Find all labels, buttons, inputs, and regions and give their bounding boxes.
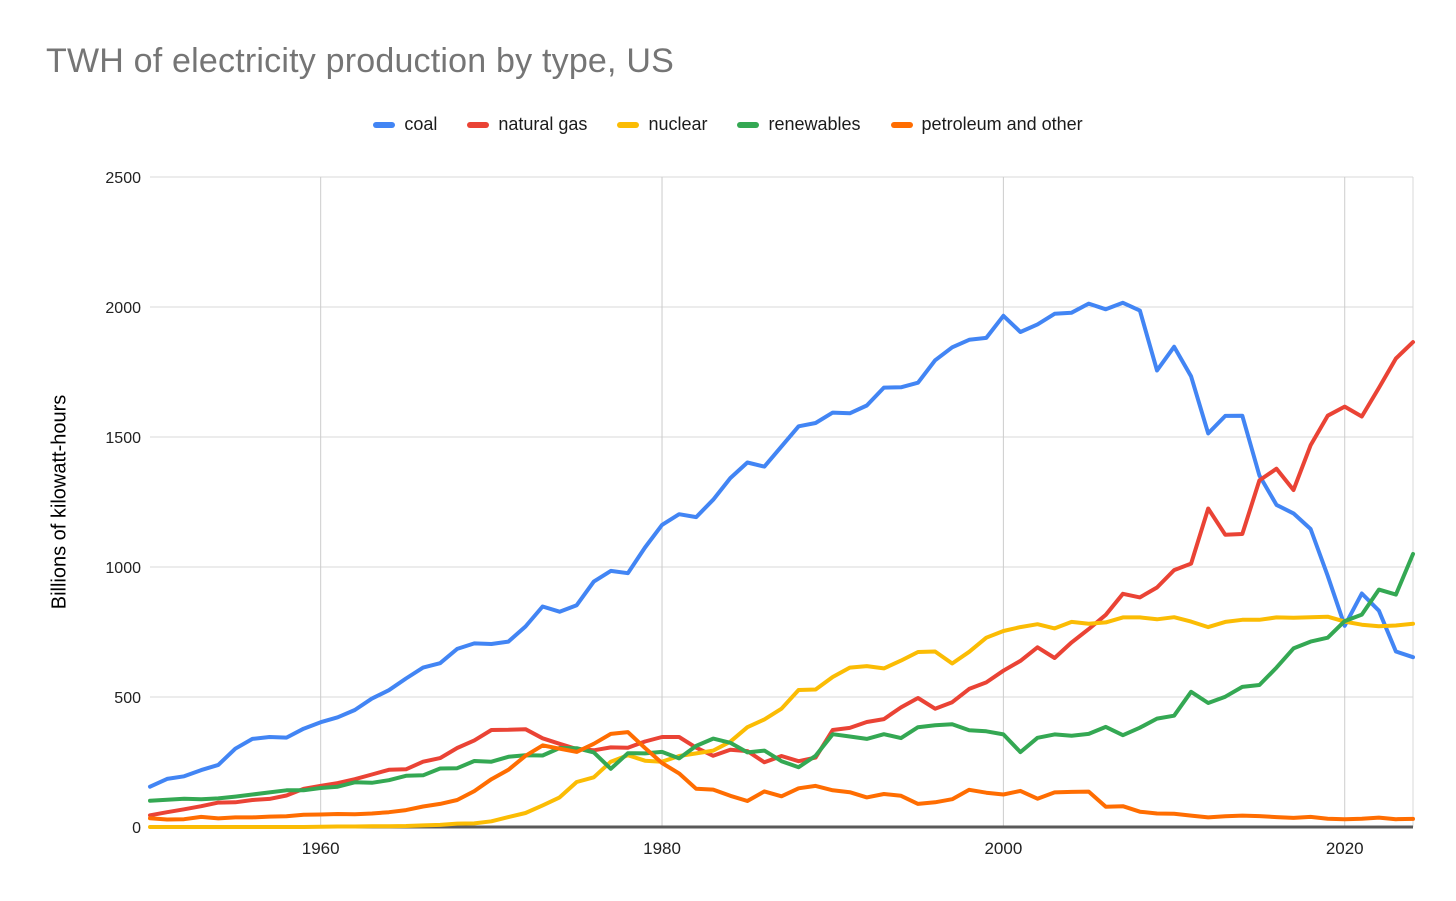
legend-swatch-renewables-icon xyxy=(737,121,760,128)
y-tick-label: 1000 xyxy=(105,560,141,577)
y-tick-label: 0 xyxy=(132,820,141,837)
chart-legend: coal natural gas nuclear renewables petr… xyxy=(0,114,1456,135)
legend-swatch-natural-gas-icon xyxy=(467,121,490,128)
y-tick-label: 500 xyxy=(114,690,141,707)
legend-item-nuclear: nuclear xyxy=(617,114,707,135)
legend-item-petroleum-and-other: petroleum and other xyxy=(890,114,1083,135)
series-line-coal xyxy=(148,300,1415,789)
y-tick-label: 1500 xyxy=(105,430,141,447)
legend-item-natural-gas: natural gas xyxy=(467,114,587,135)
series-line-petroleum-and-other xyxy=(148,730,1415,822)
y-tick-label: 2000 xyxy=(105,300,141,317)
x-tick-label: 2020 xyxy=(1326,839,1364,858)
series-line-natural-gas xyxy=(148,340,1415,818)
series-line-renewables xyxy=(148,552,1415,803)
chart-title: TWH of electricity production by type, U… xyxy=(46,42,674,80)
x-tick-label: 2000 xyxy=(984,839,1022,858)
legend-label-renewables: renewables xyxy=(768,114,861,134)
legend-label-nuclear: nuclear xyxy=(648,114,708,134)
x-tick-label: 1960 xyxy=(302,839,340,858)
legend-label-natural-gas: natural gas xyxy=(498,114,588,134)
legend-swatch-nuclear-icon xyxy=(617,121,640,128)
series-line-nuclear xyxy=(148,614,1415,829)
legend-label-petroleum-and-other: petroleum and other xyxy=(921,114,1083,134)
legend-label-coal: coal xyxy=(404,114,438,134)
legend-swatch-coal-icon xyxy=(373,121,396,128)
legend-swatch-petroleum-and-other-icon xyxy=(890,121,913,128)
y-tick-label: 2500 xyxy=(105,170,141,187)
x-tick-label: 1980 xyxy=(643,839,681,858)
legend-item-coal: coal xyxy=(373,114,437,135)
legend-item-renewables: renewables xyxy=(737,114,861,135)
